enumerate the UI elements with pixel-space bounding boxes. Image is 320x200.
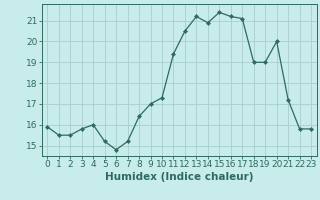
X-axis label: Humidex (Indice chaleur): Humidex (Indice chaleur) <box>105 172 253 182</box>
